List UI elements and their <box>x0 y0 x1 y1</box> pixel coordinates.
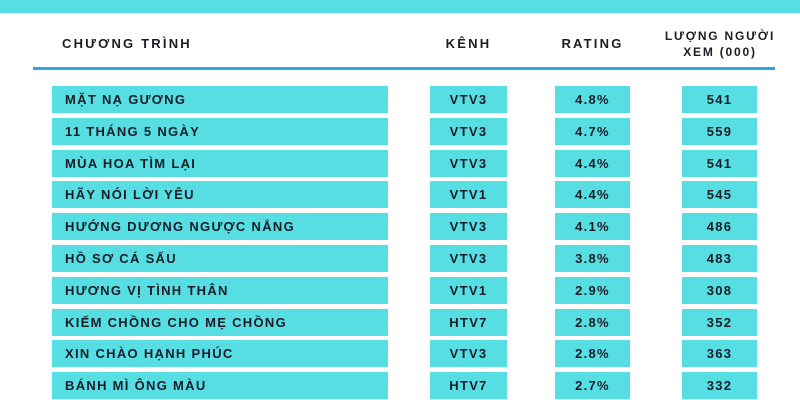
table-row: BÁNH MÌ ÔNG MÀU HTV7 2.7% 332 <box>0 372 800 400</box>
program-cell: HỒ SƠ CÁ SẤU <box>52 244 388 272</box>
program-cell: KIẾM CHỒNG CHO MẸ CHỒNG <box>52 308 388 336</box>
table-row: HƯƠNG VỊ TÌNH THÂN VTV1 2.9% 308 <box>0 276 800 304</box>
channel-cell: VTV3 <box>430 86 507 113</box>
rating-cell: 2.7% <box>555 372 630 400</box>
channel-cell: HTV7 <box>430 372 507 400</box>
channel-cell: HTV7 <box>430 308 507 336</box>
rating-cell: 2.8% <box>555 308 630 336</box>
channel-cell: VTV1 <box>430 276 507 304</box>
program-cell: MẶT NẠ GƯƠNG <box>52 86 388 113</box>
viewers-cell: 352 <box>682 308 757 336</box>
table-row: MẶT NẠ GƯƠNG VTV3 4.8% 541 <box>0 86 800 113</box>
program-cell: HƯƠNG VỊ TÌNH THÂN <box>52 276 388 304</box>
viewers-cell: 541 <box>682 149 757 177</box>
rating-cell: 4.4% <box>555 181 630 209</box>
table-row: 11 THÁNG 5 NGÀY VTV3 4.7% 559 <box>0 117 800 145</box>
viewers-cell: 545 <box>682 181 757 209</box>
viewers-cell: 332 <box>682 372 757 400</box>
viewers-cell: 559 <box>682 117 757 145</box>
program-cell: MÙA HOA TÌM LẠI <box>52 149 388 177</box>
rating-cell: 4.8% <box>555 86 630 113</box>
channel-cell: VTV3 <box>430 244 507 272</box>
rating-cell: 4.1% <box>555 213 630 241</box>
channel-cell: VTV3 <box>430 340 507 368</box>
table-row: MÙA HOA TÌM LẠI VTV3 4.4% 541 <box>0 149 800 177</box>
viewers-cell: 363 <box>682 340 757 368</box>
program-cell: BÁNH MÌ ÔNG MÀU <box>52 372 388 400</box>
table-row: HƯỚNG DƯƠNG NGƯỢC NẮNG VTV3 4.1% 486 <box>0 213 800 241</box>
column-header-viewers: LƯỢNG NGƯỜI XEM (000) <box>664 29 776 59</box>
top-accent-bar <box>0 0 800 13</box>
table-body: MẶT NẠ GƯƠNG VTV3 4.8% 541 11 THÁNG 5 NG… <box>0 86 800 400</box>
channel-cell: VTV3 <box>430 213 507 241</box>
table-row: XIN CHÀO HẠNH PHÚC VTV3 2.8% 363 <box>0 340 800 368</box>
viewers-cell: 308 <box>682 276 757 304</box>
column-header-channel: KÊNH <box>445 36 492 51</box>
channel-cell: VTV3 <box>430 149 507 177</box>
program-cell: XIN CHÀO HẠNH PHÚC <box>52 340 388 368</box>
program-cell: 11 THÁNG 5 NGÀY <box>52 117 388 145</box>
rating-cell: 4.4% <box>555 149 630 177</box>
program-cell: HÃY NÓI LỜI YÊU <box>52 181 388 209</box>
rating-cell: 4.7% <box>555 117 630 145</box>
rating-cell: 2.8% <box>555 340 630 368</box>
column-header-rating: RATING <box>561 36 624 51</box>
rating-cell: 3.8% <box>555 244 630 272</box>
rating-cell: 2.9% <box>555 276 630 304</box>
program-cell: HƯỚNG DƯƠNG NGƯỢC NẮNG <box>52 213 388 241</box>
channel-cell: VTV3 <box>430 117 507 145</box>
table-row: HỒ SƠ CÁ SẤU VTV3 3.8% 483 <box>0 244 800 272</box>
viewers-cell: 486 <box>682 213 757 241</box>
viewers-cell: 541 <box>682 86 757 113</box>
channel-cell: VTV1 <box>430 181 507 209</box>
header-divider-line <box>33 67 775 70</box>
table-row: KIẾM CHỒNG CHO MẸ CHỒNG HTV7 2.8% 352 <box>0 308 800 336</box>
viewers-cell: 483 <box>682 244 757 272</box>
table-row: HÃY NÓI LỜI YÊU VTV1 4.4% 545 <box>0 181 800 209</box>
column-header-program: CHƯƠNG TRÌNH <box>62 36 192 51</box>
